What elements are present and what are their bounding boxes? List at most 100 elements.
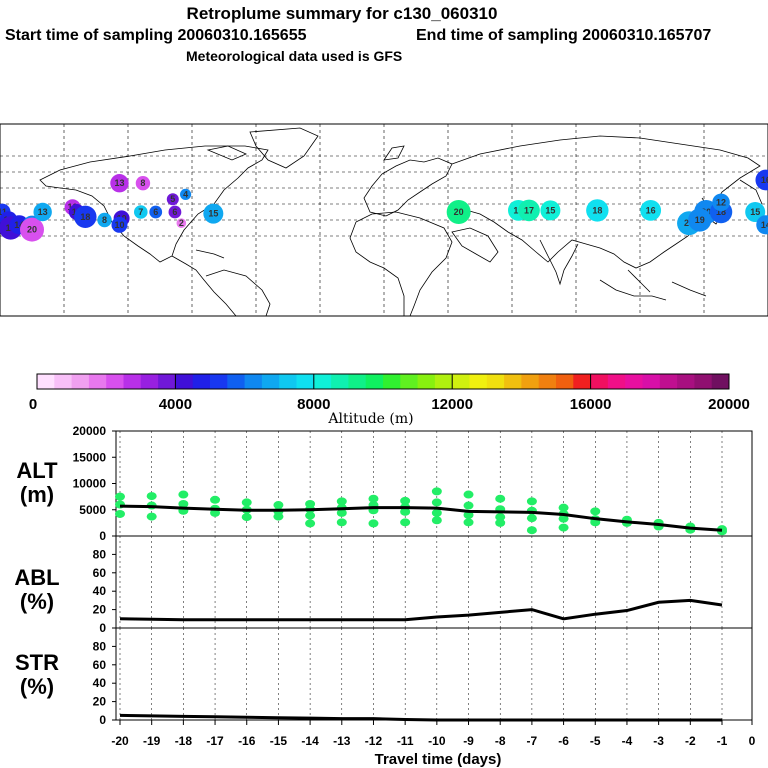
- map-cluster-day-label: 18: [592, 205, 602, 215]
- map-cluster: 8: [135, 176, 151, 191]
- colorbar-tick-label: 16000: [570, 396, 612, 413]
- x-tick-label: -1: [717, 734, 728, 748]
- panel-frame: [115, 627, 753, 721]
- altitude-cluster-point: [241, 513, 252, 522]
- map-cluster-circle: [755, 169, 768, 191]
- panel-label: ALT: [16, 458, 58, 483]
- colorbar-swatch: [106, 374, 124, 389]
- map-cluster: 15: [540, 200, 561, 221]
- map-cluster: 14: [756, 215, 768, 235]
- map-cluster: 13: [110, 174, 129, 193]
- map-cluster-circle: [74, 205, 97, 228]
- colorbar-swatch: [642, 374, 661, 389]
- altitude-cluster-point: [273, 512, 284, 521]
- map-cluster: 16: [640, 200, 662, 221]
- colorbar-tick-label: 12000: [431, 396, 473, 413]
- map-cluster: 7: [134, 205, 148, 219]
- colorbar-swatch: [504, 374, 522, 389]
- altitude-cluster-point: [526, 526, 537, 535]
- colorbar-swatch: [244, 374, 263, 389]
- panel-ytick-label: 0: [99, 621, 106, 635]
- colorbar-swatch: [279, 374, 297, 389]
- world-map: 1112191413201310101881010766251548132016…: [0, 123, 768, 317]
- altitude-cluster-point: [400, 518, 411, 527]
- map-cluster-day-label: 16: [646, 205, 656, 215]
- x-tick-label: -19: [143, 734, 161, 748]
- map-cluster-circle: [111, 216, 128, 233]
- map-cluster-day-label: 6: [172, 207, 177, 217]
- map-cluster: 19: [688, 208, 712, 232]
- altitude-cluster-point: [463, 518, 474, 527]
- map-cluster-circle: [586, 199, 609, 222]
- panel-ytick-label: 20: [93, 603, 107, 617]
- altitude-cluster-point: [305, 511, 316, 520]
- altitude-cluster-point: [115, 492, 125, 501]
- colorbar-swatch: [538, 374, 557, 389]
- map-cluster: 20: [446, 200, 471, 224]
- altitude-cluster-point: [336, 497, 347, 506]
- x-tick-label: -18: [175, 734, 193, 748]
- x-tick-label: -4: [622, 734, 633, 748]
- panel-ytick-label: 20: [93, 695, 107, 709]
- panel-label: ABL: [14, 565, 59, 590]
- colorbar-swatch: [227, 374, 246, 389]
- map-cluster: 2: [176, 218, 187, 228]
- map-cluster-day-label: 4: [183, 189, 188, 199]
- x-tick-label: -13: [333, 734, 351, 748]
- altitude-cluster-point: [463, 501, 474, 510]
- map-cluster: 6: [149, 205, 163, 219]
- x-tick-label: -16: [238, 734, 256, 748]
- panel-unit-label: (%): [20, 674, 54, 699]
- colorbar-swatch: [677, 374, 695, 389]
- map-cluster: 5: [166, 193, 179, 206]
- colorbar-swatch: [521, 374, 540, 389]
- map-cluster-day-label: 8: [102, 215, 107, 225]
- colorbar-swatch: [210, 374, 228, 389]
- x-axis-label: Travel time (days): [375, 751, 502, 768]
- altitude-cluster-point: [431, 516, 442, 525]
- colorbar-swatch: [88, 374, 107, 389]
- altitude-cluster-point: [431, 498, 442, 507]
- map-cluster-day-label: 20: [454, 207, 464, 217]
- map-cluster: 8: [97, 212, 112, 228]
- panel-ytick-label: 80: [93, 639, 107, 653]
- altitude-cluster-point: [495, 513, 506, 522]
- map-cluster-day-label: 11: [0, 207, 7, 217]
- map-cluster-day-label: 2: [179, 218, 184, 228]
- map-cluster: 13: [33, 202, 52, 222]
- colorbar-swatch: [556, 374, 574, 389]
- panel-ytick-label: 10000: [73, 477, 107, 491]
- x-tick-label: -3: [653, 734, 664, 748]
- colorbar-swatch: [313, 374, 332, 389]
- map-cluster-day-label: 14: [14, 220, 24, 230]
- panel-ytick-label: 60: [93, 658, 107, 672]
- colorbar-swatch: [192, 374, 211, 389]
- map-cluster-circle: [640, 200, 662, 221]
- colorbar-swatch: [37, 374, 55, 389]
- colorbar-swatch: [54, 374, 73, 389]
- colorbar-swatch: [400, 374, 419, 389]
- abl-series-line: [119, 598, 723, 622]
- altitude-cluster-point: [495, 494, 506, 503]
- altitude-cluster-point: [431, 508, 442, 517]
- altitude-cluster-point: [368, 519, 379, 528]
- x-tick-label: -7: [527, 734, 538, 748]
- start-time-label: Start time of sampling 20060310.165655: [5, 27, 307, 44]
- map-cluster-circle: [176, 218, 187, 228]
- colorbar-swatch: [659, 374, 678, 389]
- altitude-cluster-point: [305, 519, 316, 528]
- colorbar-swatch: [71, 374, 90, 389]
- x-tick-label: -14: [301, 734, 319, 748]
- altitude-cluster-point: [590, 507, 601, 516]
- x-tick-label: -6: [558, 734, 569, 748]
- colorbar-tick-label: 0: [29, 396, 37, 413]
- panel-ytick-label: 60: [93, 566, 107, 580]
- x-tick-label: -11: [397, 734, 414, 748]
- figure-title: Retroplume summary for c130_060310: [187, 4, 498, 23]
- altitude-cluster-point: [178, 490, 189, 499]
- map-cluster: 10: [111, 216, 128, 233]
- panel-ytick-label: 40: [93, 676, 107, 690]
- str-series-line: [119, 713, 722, 722]
- altitude-cluster-point: [336, 508, 347, 517]
